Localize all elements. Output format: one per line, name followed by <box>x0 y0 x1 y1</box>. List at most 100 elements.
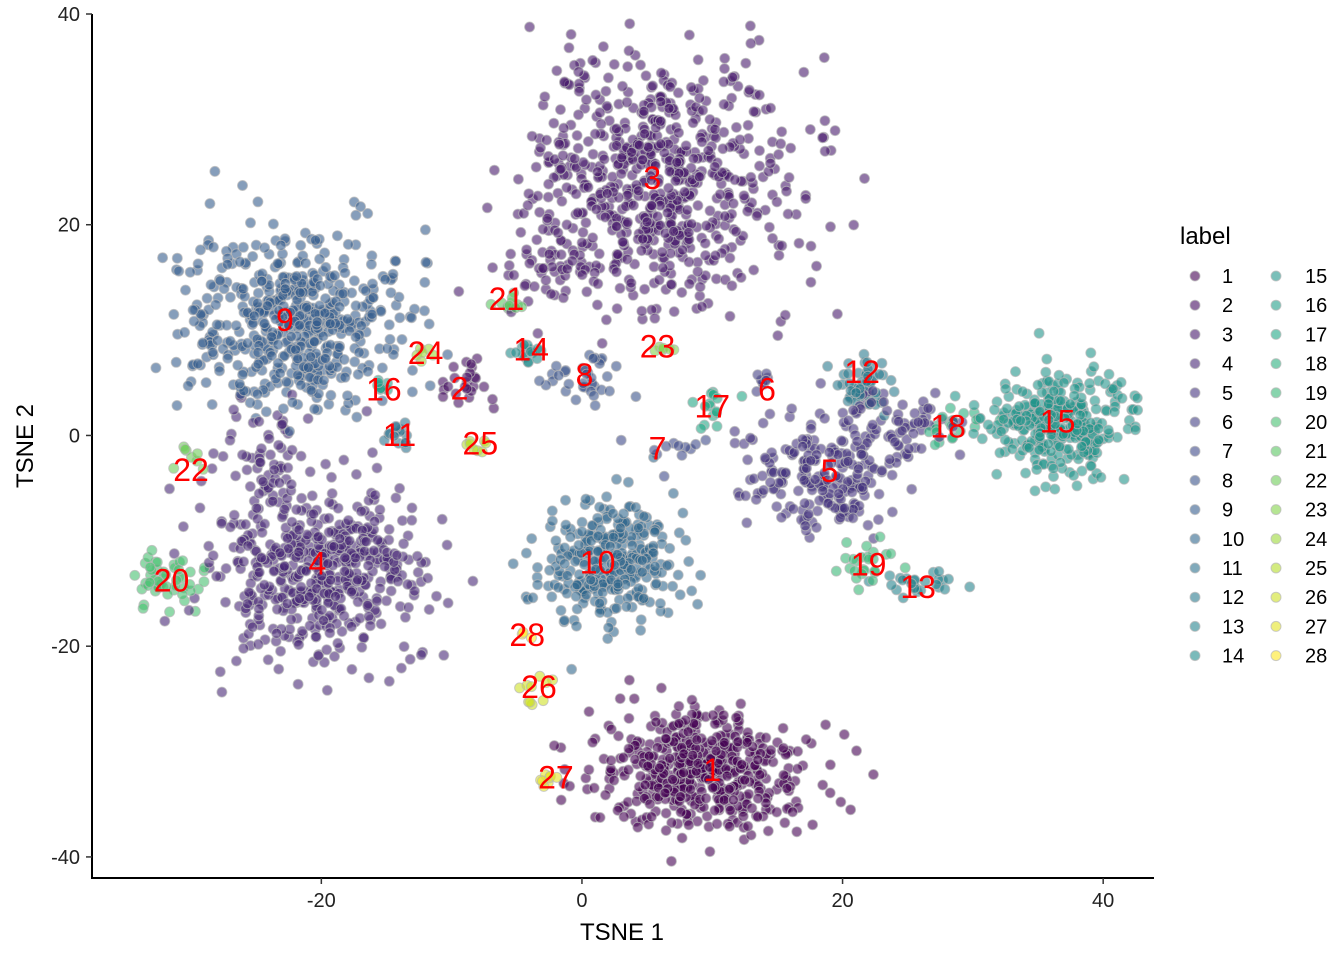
data-point-cluster-10 <box>638 592 650 604</box>
data-point-cluster-19 <box>885 548 897 560</box>
data-point-cluster-9 <box>173 265 185 277</box>
legend-item-1: 1 <box>1189 266 1233 288</box>
data-point-cluster-9 <box>192 258 204 270</box>
cluster-label-12: 12 <box>844 354 880 390</box>
data-point-cluster-4 <box>228 404 240 416</box>
data-point-cluster-3 <box>453 286 465 297</box>
data-point-cluster-2 <box>461 383 473 395</box>
data-point-cluster-3 <box>740 57 752 69</box>
data-point-cluster-4 <box>295 450 307 462</box>
data-point-cluster-7 <box>673 440 684 452</box>
legend-label: 19 <box>1305 383 1327 405</box>
data-point-cluster-10 <box>578 559 590 570</box>
data-point-cluster-4 <box>304 466 316 478</box>
data-point-cluster-1 <box>623 743 635 755</box>
data-point-cluster-9 <box>273 305 285 316</box>
data-point-cluster-5 <box>729 425 741 437</box>
data-point-cluster-3 <box>704 114 716 125</box>
data-point-cluster-3 <box>614 282 626 294</box>
data-point-cluster-10 <box>626 539 638 551</box>
data-point-cluster-9 <box>379 273 391 285</box>
cluster-label-17: 17 <box>694 389 730 425</box>
data-point-cluster-1 <box>742 820 754 832</box>
data-point-cluster-3 <box>710 250 721 262</box>
data-point-cluster-10 <box>570 590 582 602</box>
data-point-cluster-4 <box>279 503 290 515</box>
data-point-cluster-10 <box>558 615 570 626</box>
data-point-cluster-3 <box>663 102 675 114</box>
points-layer <box>129 18 1144 867</box>
data-point-cluster-20 <box>160 569 172 581</box>
data-point-cluster-3 <box>521 244 533 256</box>
data-point-cluster-1 <box>707 709 719 721</box>
data-point-cluster-4 <box>194 502 206 514</box>
data-point-cluster-3 <box>508 269 520 281</box>
data-point-cluster-3 <box>581 286 593 298</box>
data-point-cluster-3 <box>649 312 661 324</box>
data-point-cluster-4 <box>244 481 256 492</box>
cluster-label-15: 15 <box>1040 403 1076 439</box>
cluster-label-3: 3 <box>643 160 661 196</box>
data-point-cluster-3 <box>523 188 535 200</box>
data-point-cluster-10 <box>611 473 622 485</box>
legend-swatch <box>1189 387 1201 399</box>
data-point-cluster-9 <box>308 336 320 348</box>
data-point-cluster-4 <box>369 515 381 527</box>
data-point-cluster-4 <box>332 502 344 514</box>
data-point-cluster-15 <box>949 390 961 402</box>
data-point-cluster-3 <box>640 70 652 82</box>
data-point-cluster-9 <box>260 406 272 418</box>
data-point-cluster-3 <box>577 226 589 238</box>
legend-item-24: 24 <box>1270 529 1327 551</box>
data-point-cluster-15 <box>1040 366 1052 378</box>
data-point-cluster-15 <box>968 428 980 439</box>
data-point-cluster-12 <box>850 387 862 399</box>
data-point-cluster-12 <box>876 357 888 369</box>
legend-label: 6 <box>1222 412 1233 434</box>
data-point-cluster-3 <box>776 240 788 252</box>
data-point-cluster-4 <box>321 644 333 656</box>
data-point-cluster-4 <box>228 509 240 521</box>
data-point-cluster-10 <box>610 602 622 614</box>
data-point-cluster-17 <box>710 406 722 418</box>
data-point-cluster-9 <box>420 256 432 268</box>
data-point-cluster-4 <box>411 550 423 562</box>
legend-item-8: 8 <box>1189 470 1233 492</box>
data-point-cluster-25 <box>480 437 492 449</box>
data-point-cluster-3 <box>600 85 612 97</box>
cluster-label-19: 19 <box>851 547 887 583</box>
data-point-cluster-9 <box>207 241 219 253</box>
x-ticks: -20 0 20 40 <box>307 878 1114 912</box>
data-point-cluster-3 <box>798 66 810 78</box>
data-point-cluster-15 <box>1093 434 1105 446</box>
data-point-cluster-3 <box>663 182 675 194</box>
data-point-cluster-9 <box>200 377 212 389</box>
data-point-cluster-4 <box>292 678 304 690</box>
data-point-cluster-9 <box>383 319 395 331</box>
data-point-cluster-3 <box>563 42 575 54</box>
data-point-cluster-10 <box>576 516 588 528</box>
data-point-cluster-3 <box>572 142 584 154</box>
legend-label: 28 <box>1305 646 1327 668</box>
data-point-cluster-10 <box>590 563 602 575</box>
data-point-cluster-1 <box>653 762 665 774</box>
legend-swatch <box>1189 474 1201 486</box>
data-point-cluster-3 <box>488 164 500 176</box>
data-point-cluster-10 <box>507 558 519 570</box>
data-point-cluster-19 <box>869 565 881 577</box>
data-point-cluster-1 <box>642 760 654 772</box>
data-point-cluster-9 <box>187 304 199 316</box>
data-point-cluster-19 <box>863 553 875 565</box>
data-point-cluster-1 <box>685 783 696 795</box>
data-point-cluster-9 <box>376 362 388 374</box>
legend-swatch <box>1270 620 1282 632</box>
data-point-cluster-4 <box>346 621 357 632</box>
data-point-cluster-3 <box>730 226 742 237</box>
data-point-cluster-5 <box>896 425 908 437</box>
data-point-cluster-3 <box>569 153 581 165</box>
data-point-cluster-3 <box>738 190 750 202</box>
legend-item-4: 4 <box>1189 354 1233 376</box>
legend-item-3: 3 <box>1189 324 1233 346</box>
data-point-cluster-9 <box>334 301 345 313</box>
data-point-cluster-1 <box>617 752 629 764</box>
